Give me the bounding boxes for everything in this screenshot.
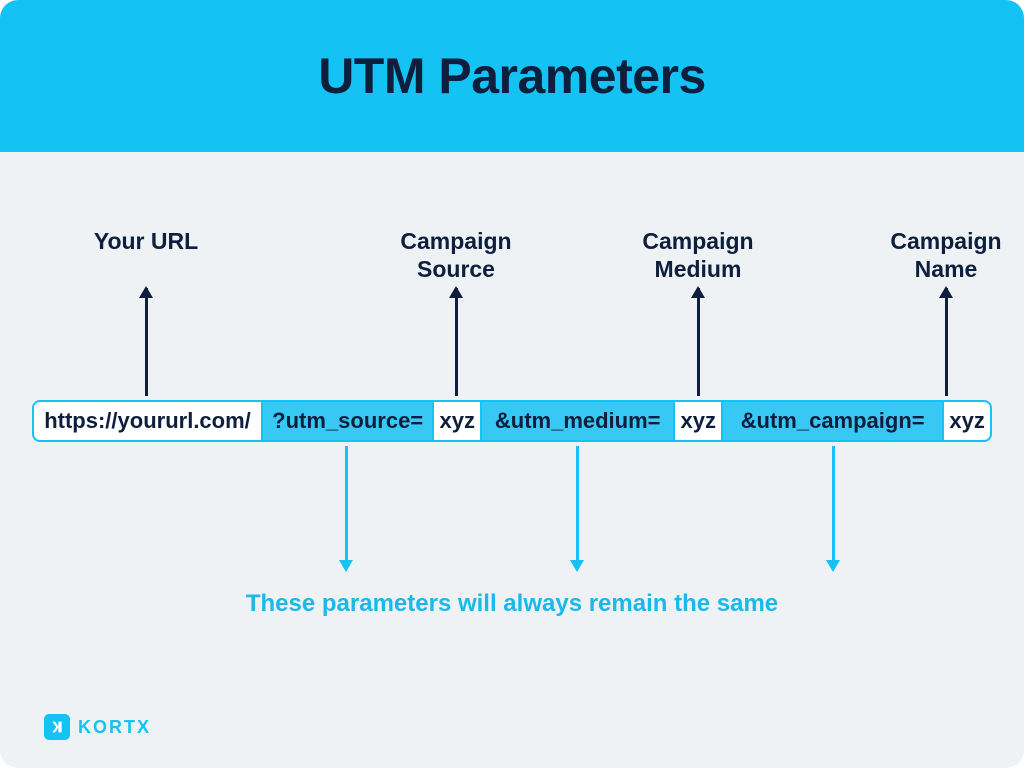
arrow-up-line xyxy=(697,288,700,396)
segment-label: Campaign Source xyxy=(400,228,511,283)
arrow-down-head xyxy=(826,560,840,572)
utm-value-segment: https://yoururl.com/ xyxy=(34,402,261,440)
infographic-canvas: UTM Parameters Your URL Campaign Source Ca… xyxy=(0,0,1024,768)
arrow-up-line xyxy=(455,288,458,396)
arrow-up-head xyxy=(139,286,153,298)
arrow-down-line xyxy=(576,446,579,562)
arrow-up-head xyxy=(691,286,705,298)
brand-icon xyxy=(44,714,70,740)
arrow-down-head xyxy=(570,560,584,572)
arrow-up-head xyxy=(449,286,463,298)
arrow-up-line xyxy=(945,288,948,396)
page-title: UTM Parameters xyxy=(318,47,706,105)
utm-value-segment: xyz xyxy=(432,402,480,440)
arrow-down-head xyxy=(339,560,353,572)
segment-label: Your URL xyxy=(94,228,198,256)
utm-param-segment: &utm_campaign= xyxy=(721,402,942,440)
header-banner: UTM Parameters xyxy=(0,0,1024,152)
segment-label: Campaign Medium xyxy=(642,228,753,283)
utm-value-segment: xyz xyxy=(942,402,990,440)
brand-text: KORTX xyxy=(78,717,151,738)
brand-logo: KORTX xyxy=(44,714,151,740)
arrow-up-line xyxy=(145,288,148,396)
utm-param-segment: &utm_medium= xyxy=(480,402,673,440)
arrow-up-head xyxy=(939,286,953,298)
url-breakdown-box: https://yoururl.com/?utm_source=xyz&utm_… xyxy=(32,400,992,442)
caption-text: These parameters will always remain the … xyxy=(0,590,1024,618)
segment-label: Campaign Name xyxy=(890,228,1001,283)
utm-param-segment: ?utm_source= xyxy=(261,402,432,440)
utm-value-segment: xyz xyxy=(673,402,721,440)
arrow-down-line xyxy=(345,446,348,562)
arrow-down-line xyxy=(832,446,835,562)
